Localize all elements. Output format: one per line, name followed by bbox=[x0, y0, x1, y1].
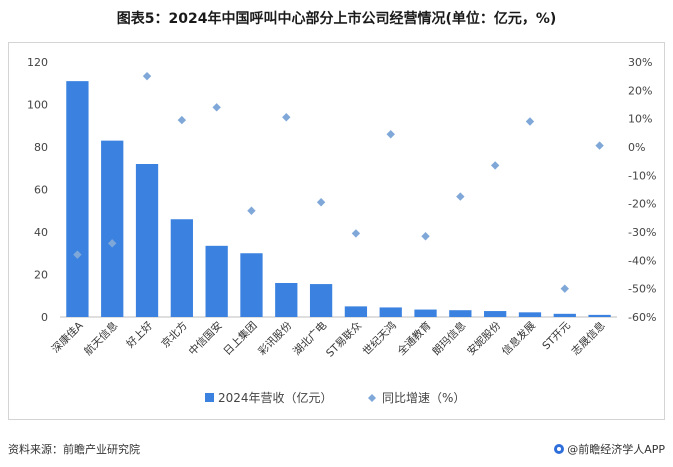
growth-point bbox=[560, 284, 569, 293]
legend-diamond-swatch bbox=[368, 394, 376, 402]
x-tick-label: 京北方 bbox=[158, 319, 189, 350]
brand-logo-icon bbox=[554, 444, 565, 454]
x-tick-label: 世纪天鸿 bbox=[360, 319, 399, 358]
x-tick-label: ST开元 bbox=[540, 319, 573, 352]
chart-title: 图表5：2024年中国呼叫中心部分上市公司经营情况(单位：亿元，%) bbox=[116, 11, 557, 27]
revenue-bar bbox=[553, 313, 576, 317]
revenue-bar bbox=[135, 164, 159, 317]
y-right-tick-label: -40% bbox=[628, 254, 656, 267]
bar-series bbox=[66, 81, 611, 317]
growth-point bbox=[282, 113, 291, 122]
revenue-bar bbox=[309, 284, 333, 317]
y-right-tick-label: -60% bbox=[628, 311, 656, 324]
growth-point bbox=[247, 206, 256, 215]
y-left-tick-label: 0 bbox=[41, 311, 48, 324]
legend-bar-swatch bbox=[205, 393, 214, 402]
x-tick-label: 好上好 bbox=[124, 319, 155, 350]
brand-text: @前瞻经济学人APP bbox=[567, 443, 665, 456]
revenue-bar bbox=[518, 312, 542, 317]
revenue-bar bbox=[449, 310, 472, 317]
y-left-tick-label: 100 bbox=[27, 99, 48, 112]
revenue-bar bbox=[344, 306, 368, 317]
growth-point bbox=[108, 239, 117, 248]
legend: 2024年营收（亿元） 同比增速（%） bbox=[205, 390, 465, 405]
x-tick-label: 深康佳A bbox=[49, 318, 86, 355]
revenue-bar bbox=[170, 219, 193, 317]
growth-point bbox=[456, 192, 465, 201]
revenue-bar bbox=[275, 283, 298, 317]
y-right-tick-label: -10% bbox=[628, 169, 656, 182]
growth-point bbox=[421, 232, 430, 241]
brand-credit: @前瞻经济学人APP bbox=[554, 441, 665, 457]
growth-point bbox=[386, 130, 395, 139]
x-tick-label: ST易联众 bbox=[324, 319, 364, 359]
growth-point bbox=[351, 229, 361, 238]
x-tick-label: 日上集团 bbox=[221, 319, 260, 358]
x-tick-label: 航天信息 bbox=[81, 319, 120, 358]
growth-point bbox=[525, 117, 535, 126]
y-right-tick-label: 20% bbox=[628, 84, 652, 97]
y-left-tick-label: 20 bbox=[34, 269, 48, 282]
revenue-bar bbox=[240, 253, 263, 317]
growth-point bbox=[73, 250, 82, 259]
y-left-tick-label: 120 bbox=[27, 56, 48, 69]
growth-point bbox=[177, 115, 187, 125]
growth-point bbox=[212, 103, 221, 112]
x-tick-label: 彩讯股份 bbox=[256, 319, 295, 358]
y-right-tick-label: -20% bbox=[628, 198, 656, 211]
legend-bar-label: 2024年营收（亿元） bbox=[218, 390, 333, 405]
revenue-bar bbox=[588, 314, 611, 317]
chart-frame bbox=[8, 42, 665, 420]
y-left-axis: 0 20 40 60 80 100 120 bbox=[27, 56, 48, 324]
y-right-axis: 30% 20% 10% 0% -10% -20% -30% -40% -50% -60% bbox=[628, 56, 656, 324]
revenue-bar bbox=[101, 140, 124, 317]
y-right-tick-label: -50% bbox=[628, 283, 656, 296]
growth-point bbox=[490, 161, 500, 170]
x-tick-label: 中信国安 bbox=[186, 319, 225, 358]
y-right-tick-label: 30% bbox=[628, 56, 652, 69]
y-right-tick-label: 10% bbox=[628, 113, 652, 126]
revenue-bar bbox=[379, 307, 402, 317]
x-tick-label: 朗玛信息 bbox=[430, 319, 469, 358]
x-tick-label: 全通教育 bbox=[395, 319, 434, 358]
revenue-bar bbox=[66, 81, 89, 317]
growth-point bbox=[142, 71, 152, 81]
legend-growth-label: 同比增速（%） bbox=[382, 391, 465, 405]
growth-series bbox=[73, 71, 604, 293]
y-right-tick-label: -30% bbox=[628, 226, 656, 239]
y-right-tick-label: 0% bbox=[628, 141, 645, 154]
revenue-bar bbox=[414, 309, 437, 317]
x-tick-label: 安妮股份 bbox=[464, 319, 503, 358]
revenue-bar bbox=[205, 245, 228, 317]
y-left-tick-label: 80 bbox=[34, 141, 48, 154]
x-tick-label: 信息发展 bbox=[499, 319, 538, 358]
growth-point bbox=[595, 141, 604, 150]
growth-point bbox=[316, 198, 326, 207]
revenue-bar bbox=[484, 311, 507, 317]
y-left-tick-label: 40 bbox=[34, 226, 48, 239]
x-tick-label: 志晟信息 bbox=[569, 319, 608, 358]
source-note: 资料来源：前瞻产业研究院 bbox=[8, 443, 140, 456]
y-left-tick-label: 60 bbox=[34, 184, 48, 197]
